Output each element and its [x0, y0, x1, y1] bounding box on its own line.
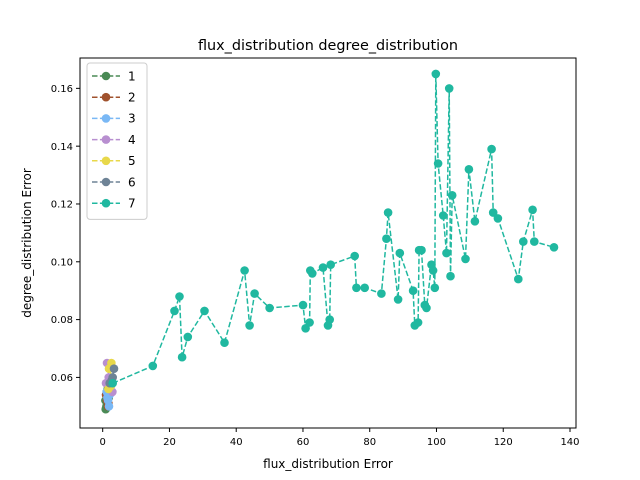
data-point	[493, 214, 503, 223]
data-point	[395, 248, 405, 258]
data-point	[442, 248, 451, 258]
data-point	[318, 263, 328, 272]
x-tick-label: 60	[297, 437, 310, 448]
x-tick-label: 40	[230, 437, 243, 448]
data-point	[408, 286, 418, 296]
y-tick-label: 0.08	[51, 315, 73, 326]
data-point	[438, 211, 448, 220]
data-point	[447, 191, 457, 200]
data-point	[265, 303, 274, 313]
chart-title: flux_distribution degree_distribution	[198, 38, 458, 54]
data-point	[308, 269, 317, 278]
legend-marker	[101, 114, 111, 123]
data-point	[360, 283, 370, 293]
legend-marker	[101, 177, 111, 187]
y-tick-label: 0.12	[51, 200, 73, 211]
data-point	[444, 84, 454, 93]
legend-item-7: 7	[92, 197, 136, 211]
data-point	[464, 165, 474, 174]
data-point	[250, 289, 259, 298]
data-point	[488, 208, 498, 217]
data-point	[305, 318, 314, 327]
data-point	[220, 338, 229, 348]
data-point	[350, 251, 360, 261]
legend-item-6: 6	[92, 175, 136, 189]
data-point	[175, 292, 184, 301]
legend-label: 4	[128, 133, 136, 147]
data-point	[325, 315, 335, 324]
legend-marker	[101, 71, 111, 81]
data-point	[417, 245, 426, 255]
legend-marker	[101, 92, 111, 102]
data-point	[461, 254, 470, 264]
series-7	[108, 69, 559, 388]
data-point	[393, 295, 403, 304]
data-point	[519, 237, 528, 246]
data-point	[433, 159, 443, 168]
data-point	[487, 144, 496, 154]
legend-label: 6	[128, 175, 136, 189]
data-point	[240, 266, 249, 275]
plot-marks	[101, 69, 559, 414]
legend-item-2: 2	[92, 91, 136, 105]
x-tick-label: 20	[163, 437, 176, 448]
data-point	[298, 300, 308, 310]
data-point	[352, 283, 361, 293]
data-point	[245, 321, 254, 330]
data-point	[528, 205, 537, 215]
data-point	[109, 364, 119, 374]
y-tick-label: 0.10	[51, 257, 73, 268]
data-point	[430, 283, 440, 293]
data-point	[549, 243, 559, 252]
legend-box	[86, 62, 148, 220]
x-tick-label: 120	[494, 437, 513, 448]
x-axis: 0 20 40 60 80 100 120 140	[100, 428, 580, 448]
legend-item-5: 5	[92, 154, 136, 168]
data-point	[148, 361, 158, 371]
data-point	[514, 274, 523, 284]
y-axis: 0.06 0.08 0.10 0.12 0.14 0.16	[51, 84, 80, 384]
legend-item-3: 3	[92, 112, 136, 126]
data-point	[428, 266, 438, 275]
data-point	[446, 271, 455, 281]
legend-label: 1	[128, 69, 136, 83]
legend-marker	[101, 156, 111, 166]
data-point	[413, 318, 423, 327]
x-tick-label: 0	[100, 437, 106, 448]
data-point	[326, 260, 336, 270]
legend-marker	[101, 198, 111, 208]
legend-label: 7	[128, 197, 136, 211]
data-point	[200, 306, 209, 316]
data-point	[422, 303, 431, 313]
data-point	[530, 237, 539, 246]
data-point	[431, 69, 441, 79]
x-tick-label: 100	[427, 437, 446, 448]
data-point	[470, 217, 480, 226]
legend-label: 2	[128, 91, 136, 105]
data-point	[382, 234, 391, 243]
y-tick-label: 0.14	[51, 142, 73, 153]
y-axis-label: degree_distribution Error	[20, 168, 34, 318]
data-point	[170, 306, 179, 316]
data-point	[383, 208, 393, 217]
legend-label: 3	[128, 112, 136, 126]
data-point	[183, 332, 193, 342]
legend-item-4: 4	[92, 133, 136, 147]
legend-marker	[101, 135, 111, 144]
y-tick-label: 0.06	[51, 373, 73, 384]
legend: 1 2 3 4 5 6 7	[86, 62, 148, 220]
x-tick-label: 140	[560, 437, 579, 448]
legend-label: 5	[128, 154, 136, 168]
x-tick-label: 80	[363, 437, 376, 448]
data-point	[108, 378, 117, 388]
x-axis-label: flux_distribution Error	[263, 457, 393, 471]
plot-frame	[79, 57, 577, 429]
legend-item-1: 1	[92, 69, 136, 83]
data-point	[177, 352, 187, 362]
data-point	[377, 289, 386, 298]
y-tick-label: 0.16	[51, 84, 73, 95]
